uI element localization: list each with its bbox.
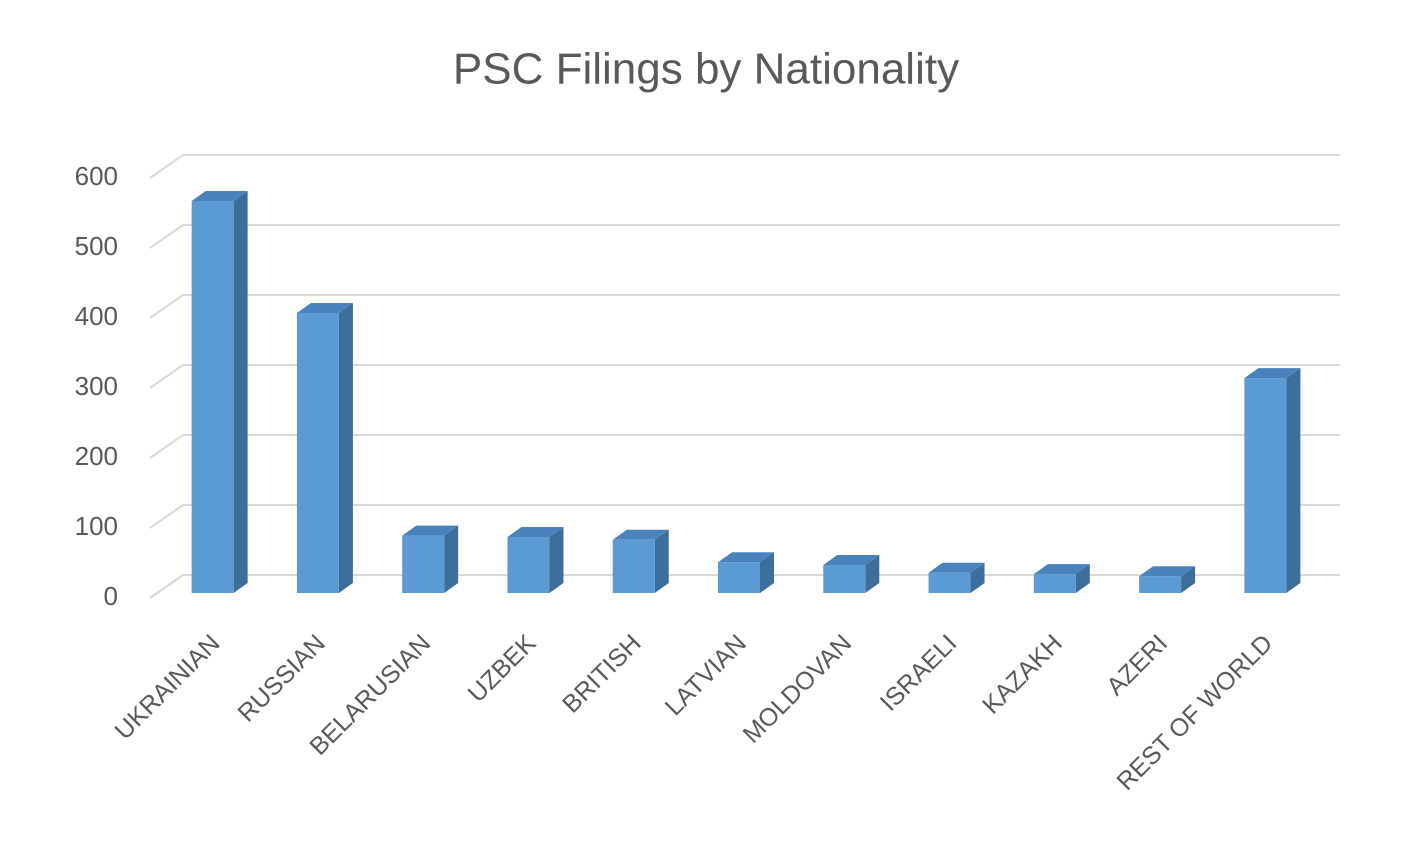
y-tick-mark	[149, 364, 184, 389]
x-tick-label: UZBEK	[463, 629, 542, 708]
bar-top	[507, 527, 564, 537]
y-tick-mark	[149, 294, 184, 319]
bar-top	[928, 562, 985, 573]
bar-top	[718, 552, 774, 563]
x-tick-label: MOLDOVAN	[738, 629, 858, 749]
x-tick-label: KAZAKH	[977, 629, 1068, 720]
bar	[1139, 576, 1182, 593]
bar-top	[1244, 368, 1301, 379]
bar	[823, 565, 866, 593]
bar-top	[296, 303, 353, 313]
x-tick-label: RUSSIAN	[232, 629, 330, 727]
bar-top	[823, 555, 880, 565]
x-tick-label: UKRAINIAN	[109, 629, 225, 745]
bar	[296, 313, 339, 593]
bar-side	[1181, 566, 1196, 593]
bar-top	[191, 191, 248, 201]
x-tick-label: LATVIAN	[660, 629, 752, 721]
bar-side	[338, 303, 353, 593]
bar-top	[612, 529, 669, 540]
x-tick-label: AZERI	[1101, 629, 1173, 701]
y-tick-label: 0	[104, 581, 118, 611]
bar-top	[1033, 564, 1090, 575]
bar	[928, 572, 971, 593]
y-tick-label: 400	[75, 301, 118, 331]
x-tick-label: ISRAELI	[875, 629, 963, 717]
bar-side	[970, 562, 985, 593]
y-tick-mark	[149, 504, 184, 529]
y-tick-mark	[149, 434, 184, 459]
bar-side	[1286, 368, 1301, 593]
y-tick-label: 300	[75, 371, 118, 401]
chart-title: PSC Filings by Nationality	[453, 45, 959, 94]
bar	[1033, 574, 1076, 593]
bar	[191, 201, 234, 593]
bar-side	[865, 555, 880, 593]
bar-top	[402, 525, 459, 536]
bar	[1244, 378, 1287, 593]
bar-side	[549, 527, 564, 593]
y-tick-mark	[149, 154, 184, 179]
y-tick-mark	[149, 574, 184, 599]
x-tick-label: BRITISH	[557, 629, 647, 719]
bar	[402, 535, 445, 593]
y-tick-label: 200	[75, 441, 118, 471]
y-tick-mark	[149, 224, 184, 249]
y-tick-label: 600	[75, 161, 118, 191]
bar	[612, 539, 655, 593]
bar-top	[1139, 566, 1196, 577]
bar-side	[654, 529, 669, 593]
y-tick-label: 500	[75, 231, 118, 261]
bar	[507, 537, 550, 593]
bar-side	[1075, 564, 1090, 593]
bar	[718, 562, 760, 593]
bar-side	[233, 191, 248, 593]
bar-side	[760, 552, 774, 593]
y-tick-label: 100	[75, 511, 118, 541]
bar-side	[444, 525, 459, 593]
